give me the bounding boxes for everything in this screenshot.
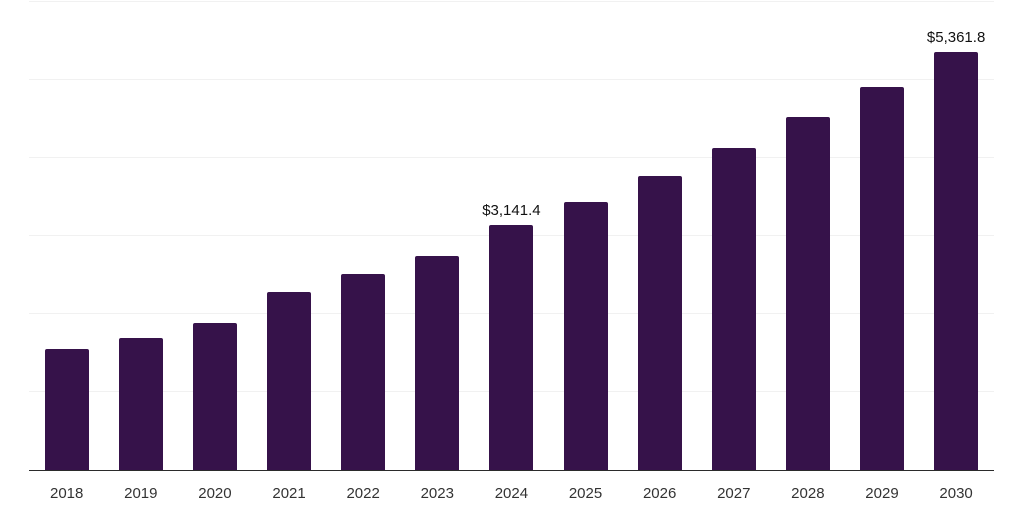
bar-2027 (711, 148, 756, 470)
data-label-2024: $3,141.4 (482, 201, 541, 219)
x-tick-2029: 2029 (865, 485, 899, 502)
x-tick-2030: 2030 (939, 485, 973, 502)
bar-2023 (415, 255, 460, 470)
bar-2020 (192, 323, 237, 470)
bar-2018 (44, 349, 89, 470)
x-axis-line (29, 469, 994, 471)
x-tick-2025: 2025 (568, 485, 603, 502)
gridline-4000 (29, 157, 994, 158)
x-tick-2022: 2022 (346, 485, 380, 502)
x-tick-2018: 2018 (50, 485, 84, 502)
x-tick-2020: 2020 (198, 485, 232, 502)
x-tick-2019: 2019 (124, 485, 158, 502)
bar-2019 (118, 338, 163, 470)
bar-2026 (637, 175, 682, 470)
bar-2024 (489, 224, 534, 470)
x-tick-2028: 2028 (791, 485, 825, 502)
bar-2028 (785, 117, 830, 470)
bar-2025 (563, 202, 608, 470)
bar-2022 (341, 274, 386, 470)
x-tick-2023: 2023 (420, 485, 454, 502)
data-label-2030: $5,361.8 (926, 28, 986, 46)
x-tick-2026: 2026 (642, 485, 677, 502)
gridline-6000 (29, 1, 994, 2)
x-tick-2027: 2027 (717, 485, 751, 502)
x-tick-2024: 2024 (494, 485, 529, 502)
bar-2029 (859, 86, 904, 470)
bar-2030 (934, 51, 979, 470)
gridline-5000 (29, 79, 994, 80)
plot-area: $3,141.4 $5,361.8 (29, 1, 994, 471)
x-tick-2021: 2021 (272, 485, 306, 502)
bar-2021 (267, 292, 312, 470)
